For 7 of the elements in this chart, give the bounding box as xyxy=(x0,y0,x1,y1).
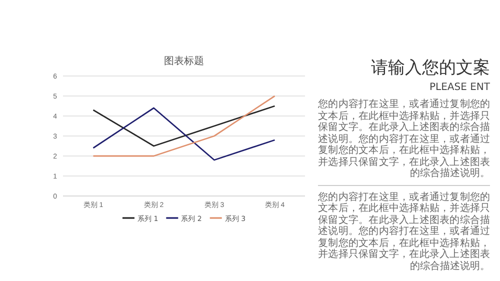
text: 请输入您的文案 xyxy=(370,57,490,79)
line-series xyxy=(92,105,276,147)
text: 您的内容打在这里，或者通过复制您的文本后，在此框中选择粘贴，并选择只保留文字。在此录入上述图表的综合描述说明。您的内容打在这里，或者通过复制您的文本后，在此框中选择粘贴，并选择只保留文字，在此录入上述图表的综合描述说明。 xyxy=(318,192,490,272)
chart-title: 图表标题 xyxy=(164,55,204,67)
line-series xyxy=(92,107,276,161)
text: 您的内容打在这里，或者通过复制您的文本后，在此框中选择粘贴，并选择只保留文字。在此录入上述图表的综合描述说明。您的内容打在这里，或者通过复制您的文本后，在此框中选择粘贴，并选择只保留文字，在此录入上述图表的综合描述说明。 xyxy=(318,99,490,180)
text: PLEASE ENT xyxy=(428,82,490,93)
